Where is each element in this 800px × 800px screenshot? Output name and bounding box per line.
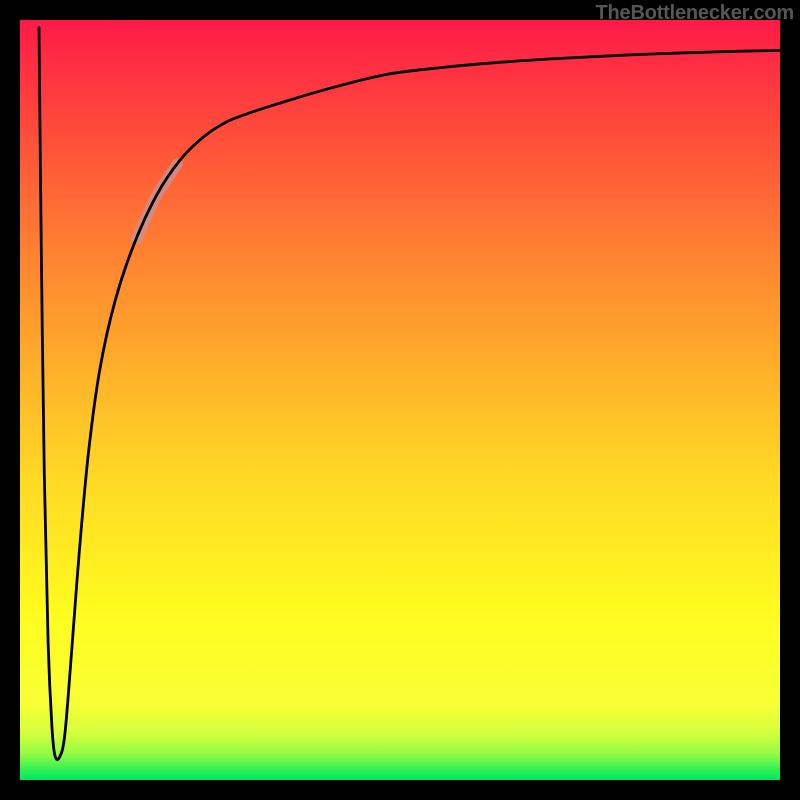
chart-frame: TheBottlenecker.com bbox=[0, 0, 800, 800]
chart-svg bbox=[0, 0, 800, 800]
plot-background bbox=[20, 20, 780, 780]
